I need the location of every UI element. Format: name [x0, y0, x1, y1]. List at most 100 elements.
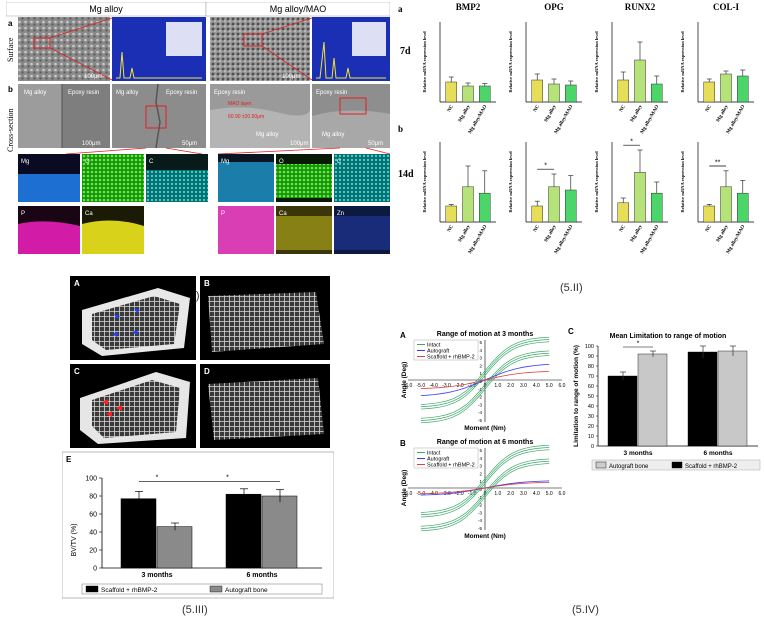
- series-line-intact: [420, 449, 550, 518]
- element-label: O: [279, 159, 284, 165]
- element-label: Mg: [21, 159, 29, 165]
- bar: [531, 205, 543, 223]
- row-label-14d: 14d: [398, 169, 414, 180]
- series-line-intact: [420, 460, 550, 529]
- microct-image-d: D: [200, 364, 330, 448]
- significance-label: *: [544, 163, 547, 170]
- tick-label: NC: [705, 224, 713, 233]
- tick-label: Mg alloy: [630, 104, 644, 123]
- series-line-intact: [420, 336, 550, 405]
- bar: [617, 202, 629, 223]
- label-mao-layer: MAO layer: [228, 101, 252, 107]
- y-tick-label: 80: [89, 494, 97, 501]
- y-tick-label: 50: [588, 394, 594, 400]
- y-tick-label: -5: [478, 418, 482, 423]
- bar: [445, 81, 457, 103]
- panel-5-2: a b 7d 14d BMP2 Relative mRNA expression …: [396, 2, 762, 278]
- plot-title: Range of motion at 3 months: [437, 331, 534, 338]
- tick-label: Mg alloy/MAO: [554, 224, 575, 255]
- x-tick-label: 0: [484, 491, 487, 497]
- legend-label: Autograft: [427, 349, 450, 355]
- x-tick-label: -6.0: [404, 383, 413, 389]
- bar: [548, 83, 560, 103]
- bar: [651, 83, 663, 103]
- y-tick-label: -1: [478, 387, 482, 392]
- arrow-markers-blue: [112, 308, 140, 337]
- y-tick-label: -2: [478, 395, 482, 400]
- legend-label: Scaffold + rhBMP-2: [685, 464, 738, 470]
- y-tick-label: 5: [479, 448, 482, 453]
- y-axis-label: Limitation to range of motion (%): [573, 345, 580, 447]
- x-tick-label: -5.0: [417, 383, 426, 389]
- x-tick-label: -4.0: [429, 491, 438, 497]
- label-a: a: [8, 19, 13, 28]
- legend-swatch: [595, 461, 607, 469]
- scale-bar-label: 100μm: [290, 141, 308, 147]
- y-axis-label: Angle (Deg): [401, 470, 408, 506]
- y-tick-label: -3: [478, 402, 482, 407]
- scale-bar-label: 100μm: [82, 141, 100, 147]
- chart-title: RUNX2: [625, 2, 656, 12]
- legend: [413, 447, 479, 469]
- y-axis-label: Relative mRNA expression level: [594, 151, 599, 213]
- bar: [617, 79, 629, 103]
- significance-label: *: [156, 475, 159, 482]
- sem-surface-mao: [210, 17, 310, 81]
- y-tick-label: 100: [85, 476, 97, 483]
- label-mg-alloy-4: Mg alloy: [322, 132, 344, 138]
- x-tick-label: 6.0: [559, 491, 566, 497]
- tick-label: Mg alloy: [458, 104, 472, 123]
- y-tick-label: 4: [479, 456, 482, 461]
- bar: [225, 493, 262, 569]
- x-tick-label: 5.0: [546, 491, 553, 497]
- bar: [703, 81, 715, 103]
- panel-5-2-figure: a b 7d 14d BMP2 Relative mRNA expression …: [398, 2, 754, 255]
- eds-map-mg-alloy: Mg O C P Ca: [18, 154, 208, 254]
- element-label: Ca: [85, 211, 93, 217]
- panel-5-3-figure: A B C D E BV/TV (%) 0 20 40 60 80 100 3 months…: [61, 276, 335, 599]
- y-tick-label: 20: [89, 548, 97, 555]
- y-tick-label: 0: [93, 566, 97, 573]
- label-a: A: [400, 331, 406, 340]
- y-tick-label: -3: [478, 510, 482, 515]
- y-tick-label: 1: [479, 479, 482, 484]
- scale-bar-label: 100μm: [282, 74, 300, 80]
- label-epoxy-4: Epoxy resin: [316, 90, 347, 96]
- y-tick-label: 20: [588, 424, 594, 430]
- y-axis-label: Relative mRNA expression level: [680, 31, 685, 93]
- legend-label: Intact: [427, 343, 441, 349]
- bar: [607, 375, 638, 447]
- y-tick-label: -1: [478, 495, 482, 500]
- label-thickness: 60.90 ±20.50μm: [228, 114, 264, 120]
- legend-label: Scaffold + rhBMP-2: [101, 587, 158, 594]
- bar: [462, 85, 474, 103]
- y-axis-label: Relative mRNA expression level: [680, 151, 685, 213]
- y-axis-label: Angle (Deg): [401, 362, 408, 398]
- bar: [462, 186, 474, 223]
- tick-label: NC: [619, 224, 627, 233]
- bar: [717, 350, 748, 447]
- x-tick-label: -6.0: [404, 491, 413, 497]
- y-tick-label: -4: [478, 410, 482, 415]
- y-axis-label: BV/TV (%): [71, 523, 78, 556]
- series-line-intact: [420, 458, 550, 527]
- bar: [737, 192, 749, 223]
- tick-label: Mg alloy: [544, 104, 558, 123]
- bar: [634, 59, 646, 103]
- tick-label: Mg alloy: [630, 224, 644, 243]
- y-tick-label: 2: [479, 471, 482, 476]
- tick-label: NC: [533, 104, 541, 113]
- bar-chart-14d-2: Relative mRNA expression level NC Mg alloy…: [594, 139, 668, 255]
- significance-label: *: [630, 139, 633, 146]
- x-tick-label: 3.0: [520, 383, 527, 389]
- bar: [445, 205, 457, 223]
- series-line-scaffold: [420, 481, 550, 495]
- legend-swatch: [209, 585, 223, 593]
- x-tick-label: 2.0: [507, 491, 514, 497]
- y-tick-label: 2: [479, 363, 482, 368]
- image-label: A: [74, 279, 80, 288]
